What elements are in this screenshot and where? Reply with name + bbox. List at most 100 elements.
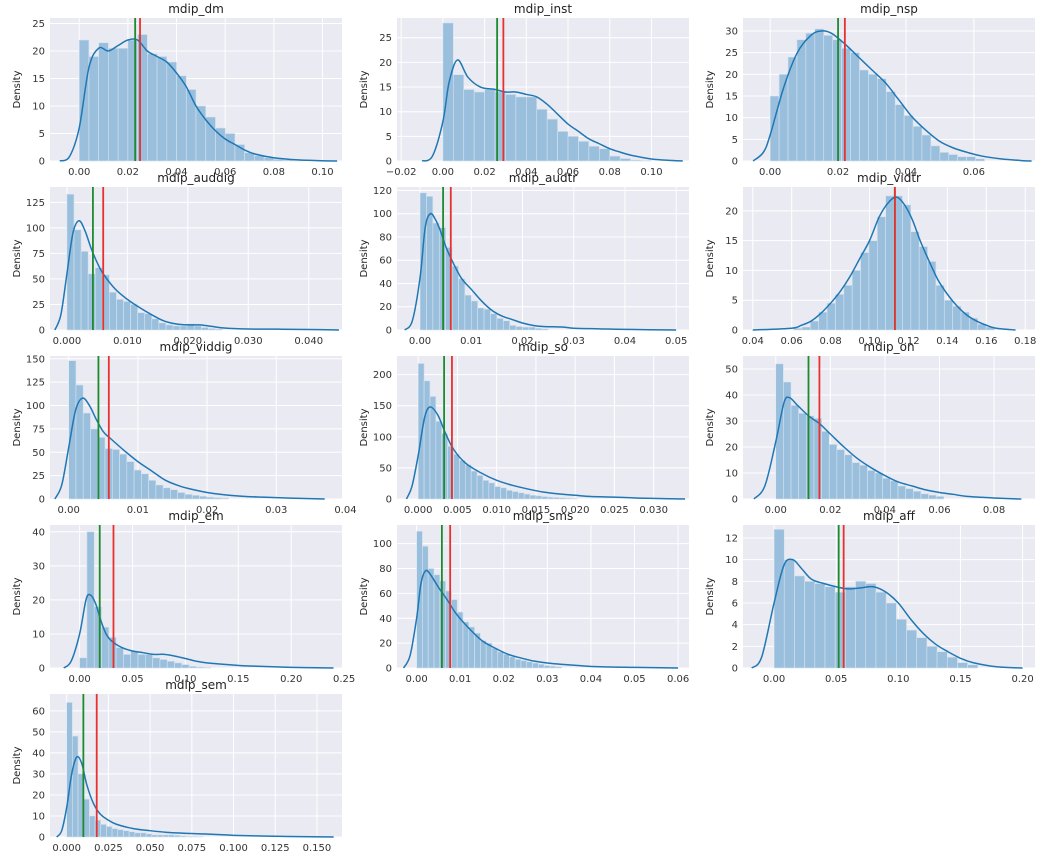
histogram-bar (538, 663, 545, 669)
histogram-bar (422, 545, 429, 669)
y-tick-label: 2 (732, 642, 738, 653)
y-tick-label: 25 (32, 300, 45, 311)
kde-curve (753, 396, 1022, 500)
histogram-bar (851, 462, 861, 500)
subplot-mdip-nsp: 0 5 10 15 20 25 30 0.00 0.02 0.04 0.06 mdip_nsp Dens… (705, 2, 1035, 178)
histogram-bar (920, 493, 929, 500)
histogram-bar (821, 431, 830, 500)
histogram-bar (184, 494, 193, 500)
y-tick-label: 120 (373, 186, 392, 197)
subplot-title: mdip_aff (863, 509, 916, 523)
x-tick-label: 0.02 (117, 167, 139, 178)
y-tick-label: 5 (39, 129, 45, 140)
histogram-bar (515, 96, 527, 162)
histogram-bar (565, 497, 572, 500)
histogram-bar (73, 229, 82, 331)
histogram-bar (115, 647, 124, 669)
y-tick-label: 12 (725, 534, 738, 545)
x-tick-label: 0.010 (113, 336, 142, 347)
x-tick-label: 0.050 (136, 843, 165, 854)
histogram-bar (859, 464, 868, 500)
histogram-bar (845, 586, 856, 669)
histogram-bar (935, 496, 945, 500)
histogram-bar (116, 299, 124, 331)
histogram-bar (435, 420, 443, 500)
y-tick-label: 30 (725, 417, 738, 428)
histogram-bar (130, 650, 139, 669)
histogram-bar (152, 657, 161, 669)
histogram-bar (868, 240, 878, 331)
subplot-mdip-on: 0 10 20 30 40 50 0.00 0.02 0.04 0.06 0.08 mdip_on De… (705, 340, 1035, 516)
x-tick-label: 0.100 (219, 843, 248, 854)
histogram-bar (141, 473, 149, 500)
histogram-bar (66, 702, 73, 838)
histogram-bar (117, 47, 129, 162)
x-tick-label: 0.01 (127, 505, 149, 516)
histogram-bar (877, 216, 886, 331)
x-tick-label: 0.000 (52, 843, 81, 854)
y-axis-label: Density (359, 577, 370, 615)
x-tick-label: 0.04 (165, 167, 187, 178)
x-tick-label: 0.20 (280, 674, 302, 685)
histogram-bar (841, 48, 851, 162)
histogram-bar (140, 832, 147, 838)
subplot-mdip-inst: 0 5 10 15 20 25 −0.02 0.00 0.02 0.04 0.06 0.08 0.10 m… (359, 2, 689, 178)
y-tick-label: 75 (32, 424, 45, 435)
x-tick-label: 0.04 (742, 336, 764, 347)
x-tick-label: 0.10 (640, 167, 662, 178)
x-tick-label: 0.025 (94, 843, 123, 854)
y-tick-label: 4 (732, 620, 738, 631)
y-axis-label: Density (359, 239, 370, 277)
y-tick-label: 0 (386, 157, 392, 168)
y-axis-label: Density (12, 746, 23, 784)
subplot-title: mdip_so (518, 340, 568, 354)
histogram-bar (520, 660, 528, 669)
subplot-mdip-audtr: 0 20 40 60 80 100 120 0.00 0.01 0.02 0.03 0.04 0.05 m… (359, 171, 689, 347)
histogram-bar (177, 492, 186, 500)
histogram-bar (179, 325, 188, 331)
x-tick-label: 0.075 (178, 843, 207, 854)
subplot-mdip-so: 0 50 100 150 200 0.000 0.005 0.010 0.015 0.020 0.0… (359, 340, 689, 516)
histogram-bar (916, 637, 928, 669)
histogram-bar (464, 294, 472, 331)
histogram-bar (168, 834, 175, 838)
histogram-bar (191, 494, 200, 500)
y-tick-label: 40 (32, 527, 45, 538)
x-tick-label: 0.10 (887, 674, 909, 685)
histogram-bar (158, 322, 167, 331)
x-tick-label: 0.08 (263, 167, 285, 178)
histogram-bar (826, 302, 836, 331)
histogram-bar (176, 75, 187, 162)
x-tick-label: 0.030 (234, 336, 263, 347)
histogram-bar (890, 480, 899, 500)
y-tick-label: 0 (39, 664, 45, 675)
histogram-bar (835, 293, 845, 331)
histogram-bar (836, 449, 845, 500)
kde-curve (54, 219, 339, 331)
histogram-bar (462, 621, 470, 669)
subplot-title: mdip_em (168, 509, 223, 523)
histogram-bar (87, 273, 96, 331)
x-tick-label: 0.020 (174, 336, 203, 347)
histogram-bar (882, 477, 891, 500)
y-tick-label: 40 (32, 748, 45, 759)
histogram-bar (875, 591, 887, 669)
subplot-title: mdip_sms (513, 509, 573, 523)
y-axis-label: Density (705, 408, 716, 446)
x-tick-label: 0.04 (874, 505, 896, 516)
histogram-bar (790, 405, 799, 500)
histogram-bar (549, 665, 557, 669)
y-tick-label: 50 (32, 274, 45, 285)
histogram-bar (541, 328, 549, 331)
x-tick-label: 0.02 (827, 167, 849, 178)
histogram-bar (506, 489, 513, 500)
subplot-title: mdip_inst (514, 2, 572, 16)
x-tick-label: 0.005 (443, 505, 472, 516)
histogram-bar (535, 495, 543, 500)
y-tick-label: 125 (26, 378, 45, 389)
histogram-bar (419, 192, 427, 331)
y-tick-label: 0 (732, 664, 738, 675)
histogram-bar (193, 325, 202, 331)
histogram-bar (619, 158, 631, 162)
